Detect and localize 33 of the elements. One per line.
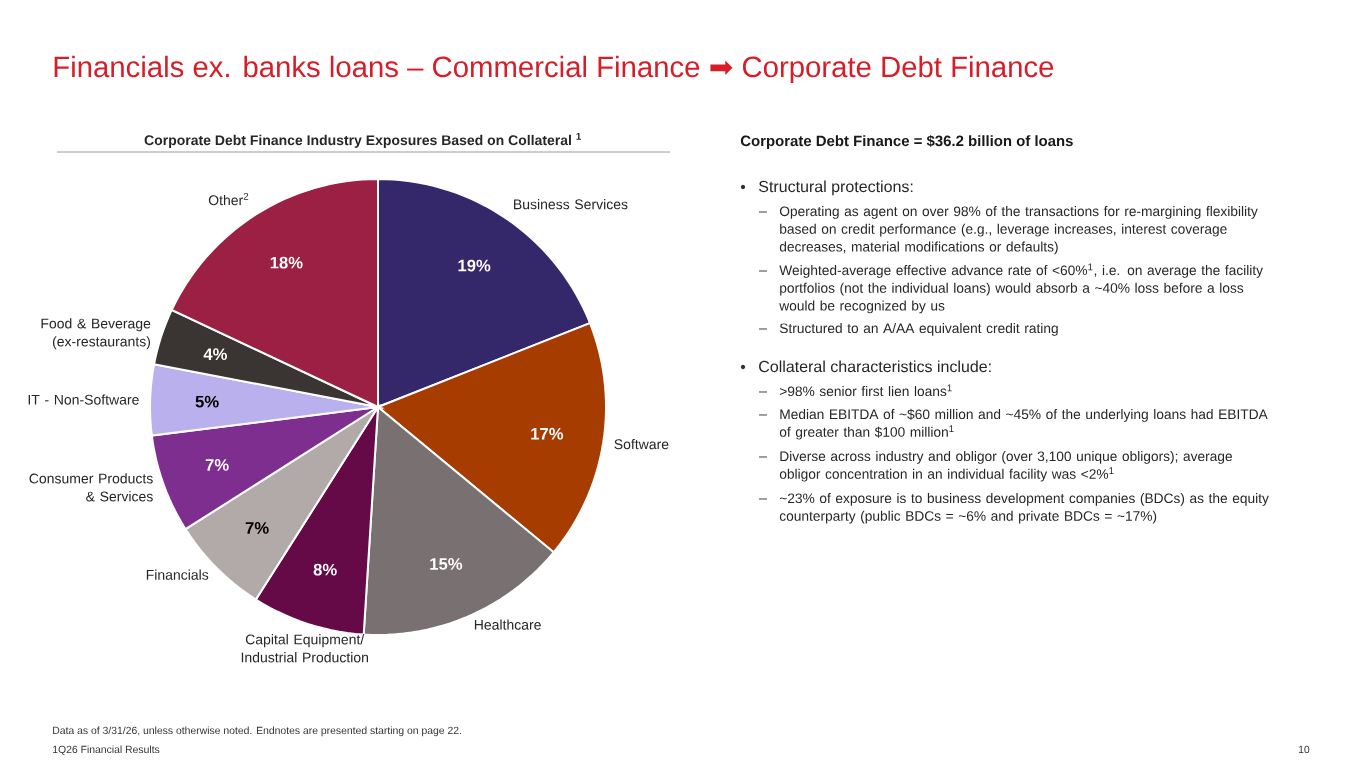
slice-label: Other$^{2}$	[208, 192, 249, 206]
data-label: 5%	[195, 395, 219, 408]
text: Data as of 3/31/26, unless otherwise noted. Endnotes are presented starting on page 22.	[53, 726, 461, 737]
text: Weighted-average effective advance rate of <60%$^{1}$, i.e. on average the facility portfolios (not the individual loans) would absorb a ~40% loss before a loss would be recognized by us	[779, 263, 1263, 314]
text: ~23% of exposure is to business development companies (BDCs) as the equity counterparty (public BDCs = ~6% and private BDCs = ~17%)	[779, 493, 1269, 524]
slice-label: Healthcare	[474, 619, 541, 630]
text: Operating as agent on over 98% of the transactions for re-margining flexibility based on credit performance (e.g., leverage increases, interest coverage decreases, material modifications or defaults)	[779, 206, 1258, 255]
slice-label: Consumer Products & Services	[29, 473, 153, 502]
slice-label: IT - Non-Software	[28, 394, 139, 405]
data-label: 15%	[430, 558, 463, 570]
data-label: 7%	[205, 459, 229, 471]
slice-label: Food & Beverage (ex-restaurants)	[41, 318, 151, 350]
text: Structured to an A/AA equivalent credit rating	[779, 323, 1058, 336]
data-label: 7%	[245, 522, 269, 534]
text: 10	[1298, 745, 1310, 754]
chart-title: Financials ex. banks loans – Commercial Finance ➡ Corporate Debt Finance	[54, 55, 1054, 84]
slice-label: Financials	[146, 569, 209, 580]
slice-label: Capital Equipment/ Industrial Production	[241, 634, 368, 663]
text: >98% senior first lien loans$^{1}$	[779, 384, 952, 397]
text: Diverse across industry and obligor (over 3,100 unique obligors); average obligor concentration in an individual facility was <2%$^{1}$	[779, 451, 1232, 482]
data-label: 18%	[270, 256, 303, 269]
text: Corporate Debt Finance = $36.2 billion of loans	[740, 134, 1073, 150]
text: 1Q26 Financial Results	[53, 745, 160, 755]
text: Structural protections:	[759, 180, 913, 196]
data-label: 8%	[313, 563, 337, 576]
text: Collateral characteristics include:	[759, 360, 991, 373]
slice-label: Software	[614, 438, 669, 450]
data-label: 4%	[203, 348, 227, 361]
chart-subtitle: Corporate Debt Finance Industry Exposures Based on Collateral $^{1}$	[144, 132, 582, 148]
text: Median EBITDA of ~$60 million and ~45% of the underlying loans had EBITDA of greater than $100 million$^{1}$	[779, 408, 1268, 440]
slice-label: Business Services	[514, 199, 628, 210]
data-label: 17%	[531, 427, 564, 440]
data-label: 19%	[458, 259, 491, 272]
